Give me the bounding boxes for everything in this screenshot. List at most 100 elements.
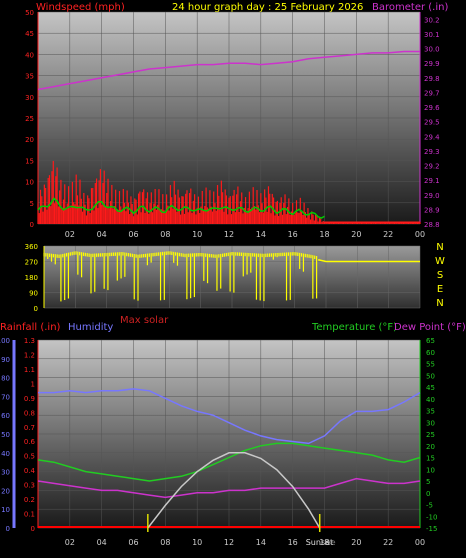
wind-y-tick-label: 0 [30, 221, 34, 229]
wind-y-tick-label: 50 [25, 9, 34, 17]
temp-x-ticks: 02 04 06 08 10 12 14 16 18 20 22 00 [65, 538, 425, 547]
wind-axes: 0 5 10 15 20 25 30 35 40 45 50 28.8 28.9 29.0 29.1 29.2… [25, 9, 440, 229]
humidity-y-tick-label: 100 [0, 337, 10, 345]
dewpoint-label: Dew Point (°F) [394, 322, 466, 333]
temp-x-tick-label: 06 [128, 538, 138, 547]
temp-y-tick-label: 0 [426, 490, 430, 498]
humidity-label: Humidity [68, 322, 113, 333]
humidity-y-tick-label: 30 [1, 469, 10, 477]
rain-y-tick-label: 0.2 [24, 496, 35, 504]
humidity-y-tick-label: 70 [1, 393, 10, 401]
temp-y-tick-label: 65 [426, 337, 435, 345]
temp-y-tick-label: 35 [426, 408, 435, 416]
wind-x-tick-label: 06 [128, 230, 138, 239]
temp-x-tick-label: 12 [224, 538, 234, 547]
wind-y-tick-label: 35 [25, 73, 34, 81]
temp-x-tick-label: 08 [160, 538, 170, 547]
wind-y-tick-label: 40 [25, 51, 34, 59]
wind-x-tick-label: 20 [351, 230, 361, 239]
wind-x-tick-label: 02 [65, 230, 75, 239]
wind-y-tick-label: 30 [25, 94, 34, 102]
barometer-y-tick-label: 29.3 [424, 148, 440, 156]
temp-y-tick-label: 10 [426, 466, 435, 474]
compass-label: E [437, 284, 443, 295]
barometer-y-tick-label: 29.0 [424, 192, 440, 200]
temp-y-tick-label: -5 [426, 502, 433, 510]
temp-x-tick-label: 20 [351, 538, 361, 547]
wind-y-tick-label: 45 [25, 30, 34, 38]
temp-x-tick-label: 00 [415, 538, 425, 547]
wind-y-tick-label: 15 [25, 157, 34, 165]
direction-line [318, 259, 420, 263]
barometer-y-tick-label: 28.8 [424, 221, 440, 229]
rain-y-tick-label: 0.5 [24, 453, 35, 461]
wind-x-tick-label: 12 [224, 230, 234, 239]
humidity-y-tick-label: 40 [1, 450, 10, 458]
barometer-y-tick-label: 30.1 [424, 31, 440, 39]
temp-y-tick-label: 40 [426, 396, 435, 404]
rain-y-tick-label: 0.1 [24, 511, 35, 519]
barometer-y-tick-label: 29.7 [424, 89, 440, 97]
rain-y-tick-label: 1 [31, 380, 35, 388]
barometer-y-tick-label: 29.6 [424, 104, 440, 112]
wind-x-tick-label: 14 [256, 230, 266, 239]
temp-x-tick-label: 22 [383, 538, 393, 547]
humidity-y-tick-label: 80 [1, 375, 10, 383]
series-line [37, 442, 421, 482]
direction-y-tick-label: 270 [25, 259, 38, 267]
humidity-y-tick-label: 20 [1, 487, 10, 495]
temp-x-tick-label: 04 [97, 538, 107, 547]
max-solar-label: Max solar [120, 315, 169, 326]
barometer-y-tick-label: 29.2 [424, 163, 440, 171]
temp-y-tick-label: 55 [426, 361, 435, 369]
wind-average-line [37, 197, 325, 219]
compass-label: S [437, 270, 443, 281]
temp-y-tick-label: 50 [426, 372, 435, 380]
rain-y-tick-label: 0 [31, 525, 35, 533]
rainfall-label: Rainfall (.in) [0, 322, 61, 333]
rain-y-tick-label: 0.6 [24, 438, 36, 446]
temp-y-tick-label: 45 [426, 384, 435, 392]
wind-y-tick-label: 25 [25, 115, 34, 123]
temp-y-tick-label: 25 [426, 431, 435, 439]
barometer-y-tick-label: 29.1 [424, 177, 440, 185]
wind-x-tick-label: 08 [160, 230, 170, 239]
barometer-y-tick-label: 29.9 [424, 60, 440, 68]
graph-title: 24 hour graph day : 25 February 2026 [172, 2, 363, 13]
rain-y-tick-label: 0.4 [24, 467, 36, 475]
humidity-y-tick-label: 0 [6, 525, 10, 533]
temp-x-tick-label: 18 [319, 538, 329, 547]
rain-y-tick-label: 0.7 [24, 424, 35, 432]
barometer-y-tick-label: 29.8 [424, 75, 440, 83]
rain-y-tick-label: 1.2 [24, 351, 35, 359]
wind-x-ticks: 02 04 06 08 10 12 14 16 18 20 22 00 [65, 230, 425, 239]
humidity-y-tick-label: 60 [1, 412, 10, 420]
direction-axes: 0 90 180 270 360 [25, 243, 45, 313]
temp-series [37, 388, 421, 529]
series-line [38, 388, 421, 445]
direction-y-tick-label: 90 [29, 290, 38, 298]
humidity-y-tick-label: 10 [1, 506, 10, 514]
rain-y-tick-label: 0.9 [24, 395, 35, 403]
temp-y-tick-label: -10 [426, 513, 437, 521]
series-line [147, 452, 321, 529]
wind-y-tick-label: 20 [25, 136, 34, 144]
temp-y-tick-label: -15 [426, 525, 437, 533]
sunset-label: Sunset [306, 538, 333, 547]
temp-axes: 010203040506070809010000.10.20.30.40.50.… [0, 337, 437, 533]
temperature-label: Temperature (°F) [311, 322, 397, 333]
compass-label: N [436, 242, 443, 253]
compass-label: W [435, 256, 445, 267]
compass-label: N [436, 298, 443, 309]
direction-y-tick-label: 360 [25, 243, 38, 251]
barometer-y-tick-label: 30.2 [424, 16, 440, 24]
temp-y-tick-label: 15 [426, 455, 435, 463]
series-line [37, 477, 421, 499]
rain-y-tick-label: 0.8 [24, 409, 35, 417]
temp-x-tick-label: 16 [288, 538, 298, 547]
rain-y-tick-label: 0.3 [24, 482, 35, 490]
direction-series [43, 251, 420, 302]
